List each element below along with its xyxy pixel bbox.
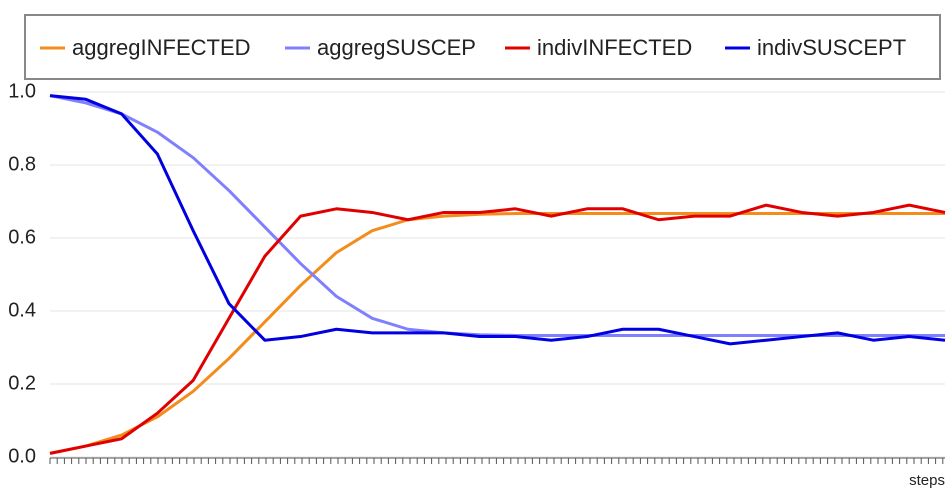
y-tick-label: 0.2 bbox=[8, 372, 36, 394]
series-line bbox=[49, 94, 946, 346]
series-line bbox=[49, 94, 945, 337]
legend-label: indivSUSCEPT bbox=[757, 35, 906, 60]
series-line bbox=[49, 203, 946, 455]
y-tick-label: 0.8 bbox=[8, 153, 36, 175]
legend-label: aggregSUSCEP bbox=[317, 35, 476, 60]
y-tick-label: 0.6 bbox=[8, 226, 36, 248]
y-tick-label: 0.4 bbox=[8, 299, 36, 321]
y-tick-label: 0.0 bbox=[8, 445, 36, 467]
y-tick-label: 1.0 bbox=[8, 80, 36, 102]
legend-box bbox=[24, 14, 941, 80]
series-line bbox=[49, 212, 945, 455]
x-axis-label: steps bbox=[909, 472, 945, 489]
legend-label: indivINFECTED bbox=[537, 35, 692, 60]
legend-label: aggregINFECTED bbox=[72, 35, 251, 60]
